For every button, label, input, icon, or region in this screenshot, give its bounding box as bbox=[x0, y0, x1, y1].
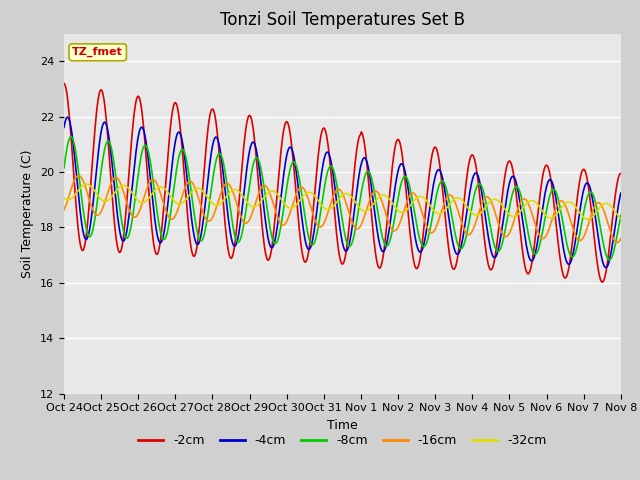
-8cm bbox=[411, 211, 419, 217]
Text: TZ_fmet: TZ_fmet bbox=[72, 47, 123, 58]
-4cm bbox=[128, 184, 136, 190]
Line: -4cm: -4cm bbox=[64, 117, 621, 268]
-16cm bbox=[428, 230, 435, 236]
Line: -16cm: -16cm bbox=[64, 176, 621, 242]
-16cm bbox=[128, 213, 136, 218]
-8cm bbox=[67, 134, 75, 140]
-16cm bbox=[185, 179, 193, 185]
-8cm bbox=[605, 257, 613, 263]
-32cm bbox=[70, 193, 78, 199]
-8cm bbox=[128, 217, 136, 223]
-32cm bbox=[428, 204, 435, 210]
-8cm bbox=[214, 152, 222, 157]
-4cm bbox=[602, 265, 610, 271]
-8cm bbox=[617, 213, 625, 218]
-8cm bbox=[60, 165, 68, 171]
Legend: -2cm, -4cm, -8cm, -16cm, -32cm: -2cm, -4cm, -8cm, -16cm, -32cm bbox=[133, 429, 552, 452]
-4cm bbox=[185, 191, 193, 196]
Line: -2cm: -2cm bbox=[64, 84, 621, 282]
-2cm bbox=[410, 260, 418, 265]
-2cm bbox=[617, 170, 625, 176]
-4cm bbox=[63, 114, 71, 120]
-16cm bbox=[214, 199, 222, 204]
-2cm bbox=[70, 176, 78, 181]
Y-axis label: Soil Temperature (C): Soil Temperature (C) bbox=[22, 149, 35, 278]
-8cm bbox=[185, 170, 193, 176]
-16cm bbox=[60, 207, 68, 213]
-2cm bbox=[60, 81, 68, 86]
-2cm bbox=[214, 131, 221, 136]
-32cm bbox=[128, 190, 136, 196]
Line: -8cm: -8cm bbox=[64, 137, 621, 260]
-4cm bbox=[428, 196, 435, 202]
-4cm bbox=[71, 156, 79, 162]
-32cm bbox=[83, 181, 90, 187]
-32cm bbox=[185, 193, 193, 199]
-8cm bbox=[71, 144, 79, 150]
Line: -32cm: -32cm bbox=[64, 184, 621, 219]
-4cm bbox=[214, 138, 222, 144]
-16cm bbox=[70, 178, 78, 184]
-4cm bbox=[60, 124, 68, 130]
X-axis label: Time: Time bbox=[327, 419, 358, 432]
-2cm bbox=[184, 217, 192, 223]
-16cm bbox=[613, 240, 621, 245]
-2cm bbox=[426, 163, 434, 169]
-8cm bbox=[428, 221, 435, 227]
-16cm bbox=[75, 173, 83, 179]
-16cm bbox=[617, 236, 625, 242]
-32cm bbox=[60, 195, 68, 201]
Title: Tonzi Soil Temperatures Set B: Tonzi Soil Temperatures Set B bbox=[220, 11, 465, 29]
-32cm bbox=[411, 197, 419, 203]
-4cm bbox=[617, 190, 625, 196]
-32cm bbox=[214, 202, 222, 208]
-16cm bbox=[411, 192, 419, 197]
-32cm bbox=[617, 216, 625, 222]
-32cm bbox=[584, 216, 591, 222]
-2cm bbox=[598, 279, 606, 285]
-2cm bbox=[127, 140, 135, 145]
-4cm bbox=[411, 232, 419, 238]
